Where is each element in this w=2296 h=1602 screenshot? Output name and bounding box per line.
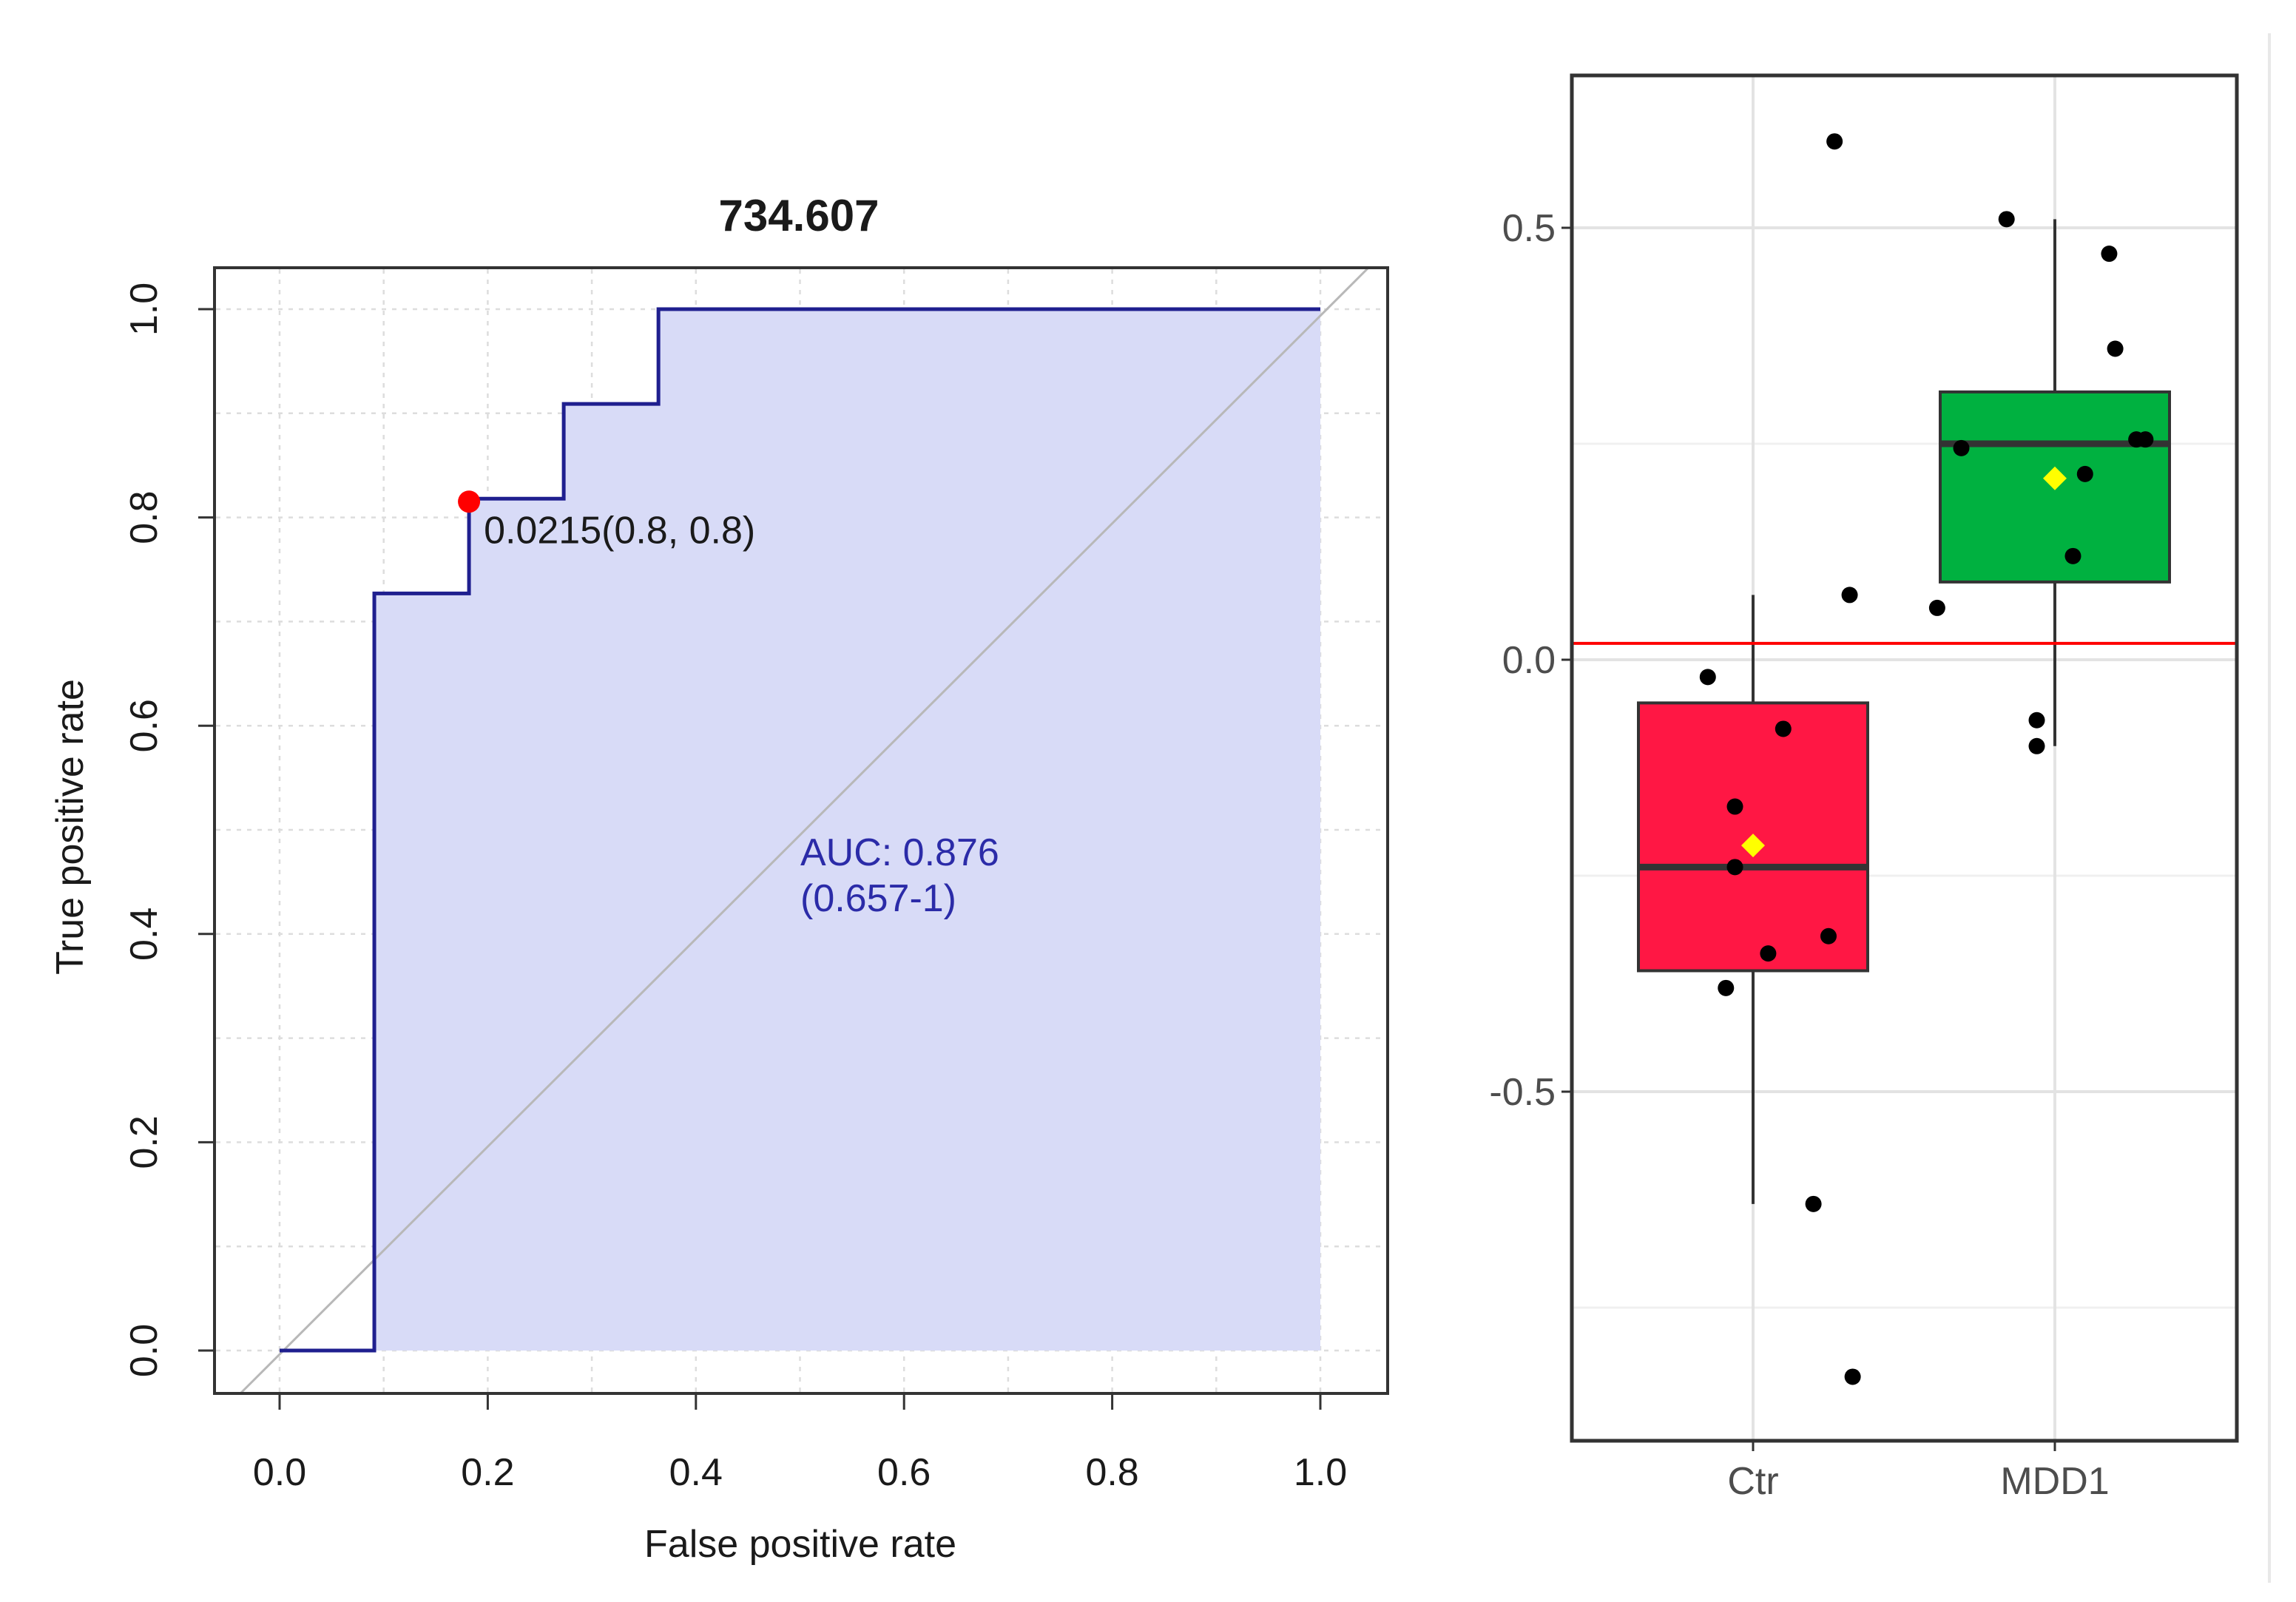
roc-y-tick-label: 0.2 — [123, 1115, 166, 1169]
roc-cutoff-label: 0.0215(0.8, 0.8) — [484, 509, 755, 552]
roc-x-tick-label: 0.0 — [253, 1451, 306, 1494]
box-y-tick-label: -0.5 — [1489, 1071, 1556, 1114]
roc-diagonal-line — [239, 266, 1370, 1395]
boxplot-points — [1699, 133, 2154, 1385]
roc-x-tick-label: 0.6 — [877, 1451, 931, 1494]
boxplot-frame — [1570, 73, 2239, 1443]
boxplot-y-axis: 0.5 0.0 -0.5 — [1489, 207, 1572, 1114]
roc-x-tick-label: 0.2 — [461, 1451, 514, 1494]
boxplot-means — [1741, 466, 2067, 858]
boxplot-x-axis: Ctr MDD1 — [1727, 1441, 2110, 1503]
roc-curve — [280, 307, 1320, 1353]
box-y-tick-label: 0.0 — [1502, 639, 1556, 682]
data-point — [1760, 945, 1777, 962]
data-point — [1953, 439, 1970, 456]
roc-auc-ci-label: (0.657-1) — [800, 877, 956, 920]
box-y-tick-label: 0.5 — [1502, 207, 1556, 250]
data-point — [2064, 547, 2081, 564]
data-point — [1775, 720, 1792, 737]
data-point — [1841, 587, 1858, 604]
roc-y-axis-title: True positive rate — [49, 679, 92, 975]
roc-auc-label: AUC: 0.876 — [800, 831, 999, 874]
data-point — [1928, 599, 1945, 616]
roc-y-tick-label: 0.0 — [123, 1324, 166, 1377]
mdd1-mean-marker — [2043, 466, 2067, 490]
roc-panel: 734.607 0.0 0.2 0.4 0.6 0.8 1.0 0.00.20.40.60… — [49, 191, 1389, 1566]
roc-y-tick-label: 0.4 — [123, 908, 166, 961]
box-x-tick-label: Ctr — [1727, 1460, 1778, 1503]
roc-y-tick-label: 0.8 — [123, 490, 166, 544]
roc-y-tick-label: 0.6 — [123, 699, 166, 752]
box-x-tick-label: MDD1 — [2000, 1460, 2109, 1503]
data-point — [1726, 798, 1743, 815]
data-point — [1998, 211, 2015, 228]
data-point — [1699, 669, 1716, 686]
data-point — [1844, 1368, 1861, 1385]
data-point — [1820, 927, 1837, 944]
data-point — [2076, 465, 2093, 482]
data-point — [2101, 246, 2118, 263]
data-point — [1805, 1195, 1822, 1212]
boxplot-panel: 0.5 0.0 -0.5 Ctr MDD1 — [1489, 73, 2239, 1503]
roc-auc-fill — [280, 309, 1320, 1351]
roc-title: 734.607 — [719, 191, 879, 240]
data-point — [2028, 712, 2045, 729]
roc-cutoff-point — [458, 490, 481, 513]
roc-x-tick-label: 0.4 — [669, 1451, 723, 1494]
ctr-mean-marker — [1741, 834, 1765, 858]
roc-x-tick-label: 0.8 — [1085, 1451, 1138, 1494]
data-point — [1718, 979, 1735, 996]
roc-x-tick-label: 1.0 — [1294, 1451, 1347, 1494]
data-point — [1726, 859, 1743, 876]
roc-x-axis-title: False positive rate — [644, 1523, 956, 1566]
data-point — [2107, 340, 2124, 357]
data-point — [2137, 431, 2154, 448]
data-point — [2028, 737, 2045, 754]
roc-y-axis: 0.0 0.2 0.4 0.6 0.8 1.0 — [123, 283, 215, 1377]
roc-y-tick-label: 1.0 — [123, 283, 166, 336]
roc-plot-frame — [213, 266, 1389, 1395]
roc-x-axis: 0.0 0.2 0.4 0.6 0.8 1.0 — [253, 1393, 1347, 1494]
data-point — [1826, 133, 1843, 150]
